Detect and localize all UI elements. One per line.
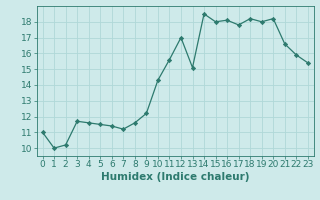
- X-axis label: Humidex (Indice chaleur): Humidex (Indice chaleur): [101, 172, 250, 182]
